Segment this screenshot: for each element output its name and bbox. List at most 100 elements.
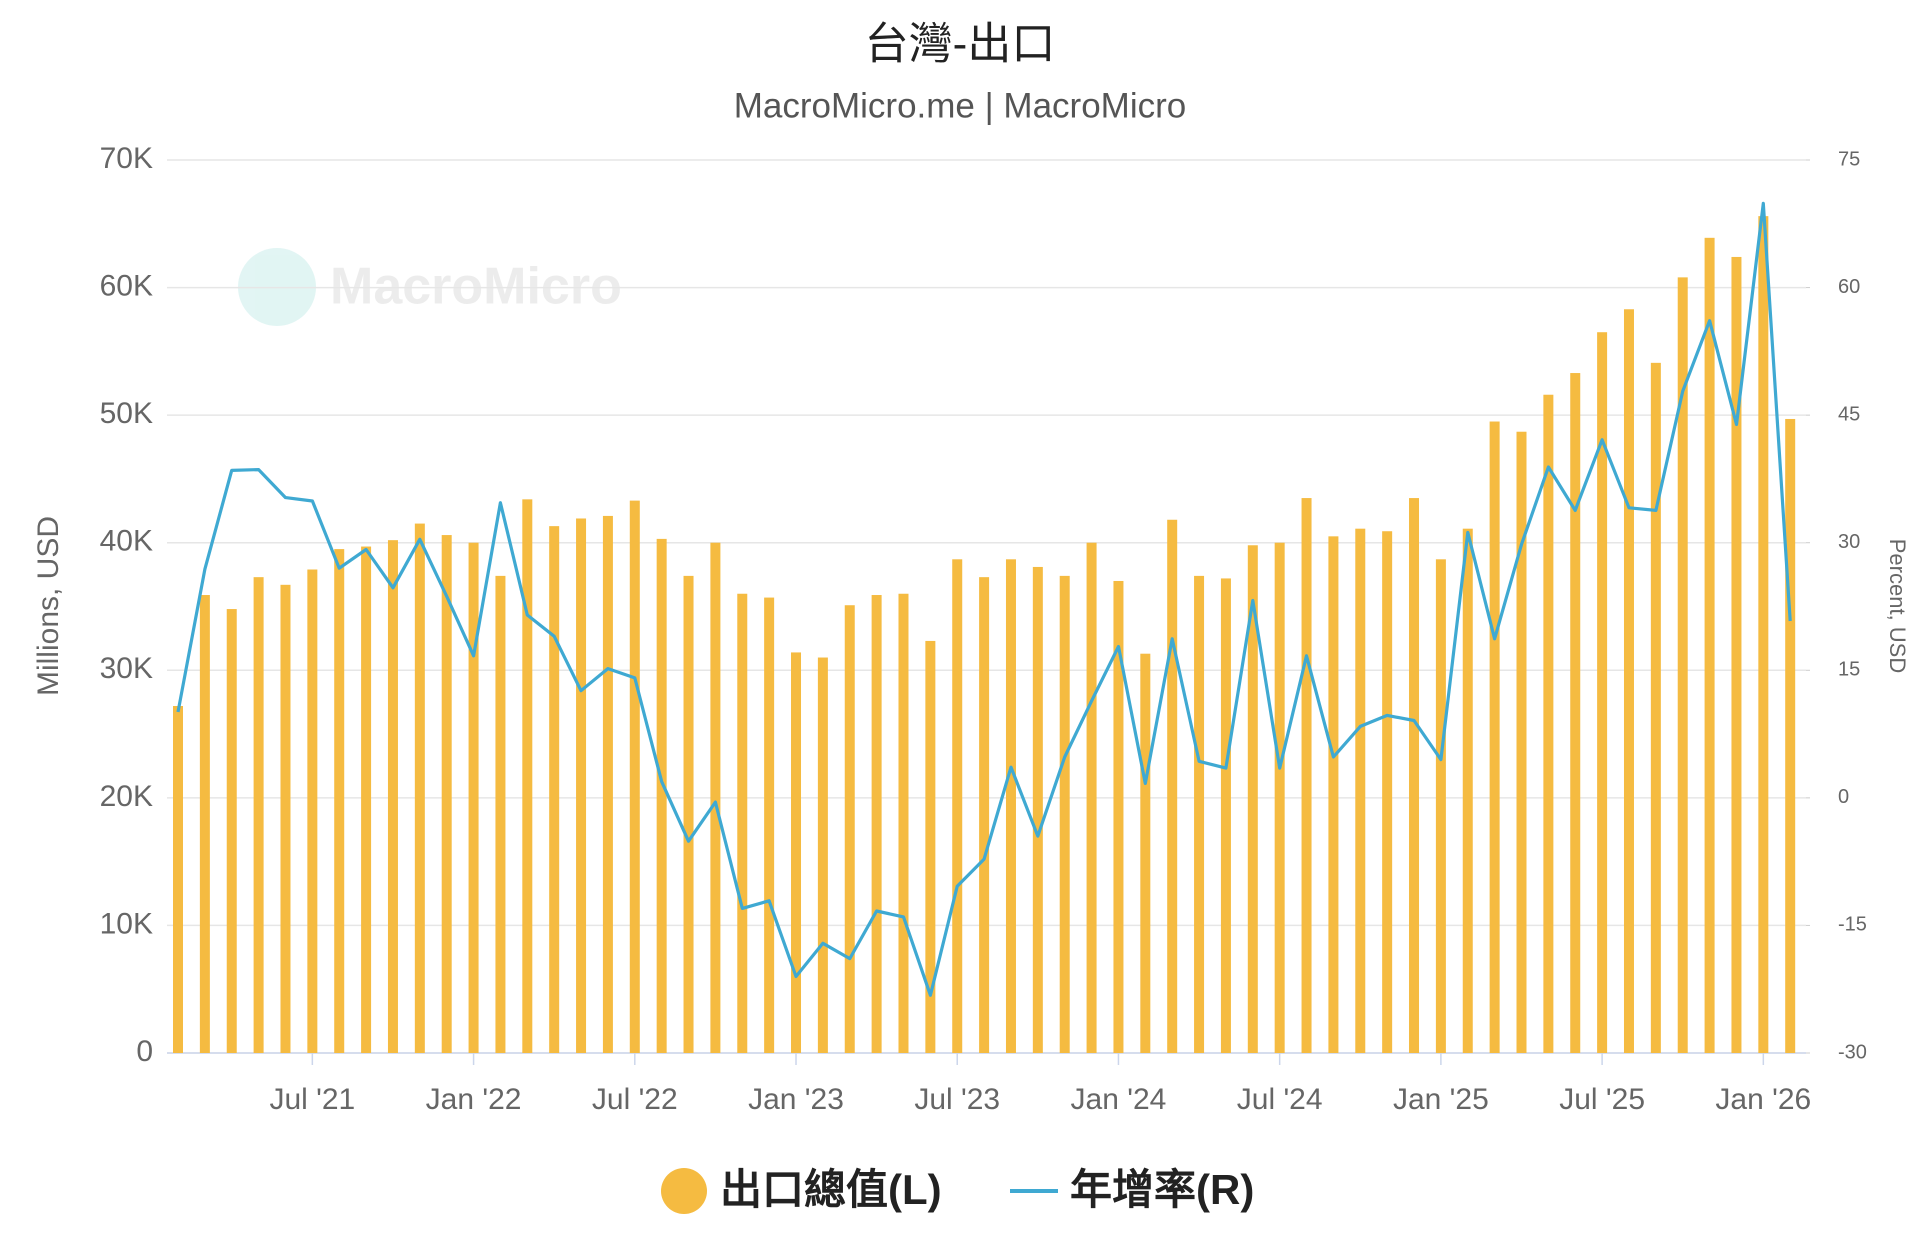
bar [1355, 528, 1366, 1053]
bar [361, 546, 372, 1053]
bar [1409, 498, 1420, 1053]
line [176, 201, 1792, 997]
bar [898, 593, 909, 1053]
chart-subtitle: MacroMicro.me | MacroMicro [734, 86, 1186, 125]
bar [979, 577, 990, 1053]
bar [495, 575, 506, 1053]
bar [1731, 256, 1742, 1053]
x-tick-label: Jul '23 [914, 1083, 1000, 1116]
y2-tick-label: -30 [1838, 1041, 1867, 1063]
y-tick-label: 20K [100, 780, 153, 813]
bar [1328, 536, 1339, 1053]
bar [253, 577, 264, 1053]
x-tick-label: Jan '26 [1715, 1083, 1811, 1116]
y-tick-label: 30K [100, 652, 153, 685]
y-tick-label: 70K [100, 142, 153, 175]
bar [817, 657, 828, 1053]
bar [1005, 559, 1016, 1053]
bar [1623, 309, 1634, 1054]
bar [764, 597, 775, 1053]
bar [1113, 580, 1124, 1053]
bar [1032, 566, 1043, 1053]
bar [522, 499, 533, 1054]
bar [1435, 559, 1446, 1053]
y-tick-label: 0 [136, 1035, 153, 1068]
bar [629, 500, 640, 1053]
bar [199, 595, 210, 1053]
bar [173, 706, 183, 1053]
bar [602, 515, 613, 1053]
bar [952, 559, 963, 1053]
bar [1167, 519, 1178, 1053]
bar [468, 542, 479, 1053]
bar [1140, 653, 1151, 1053]
bar [844, 605, 855, 1053]
y2-tick-label: 15 [1838, 659, 1860, 681]
x-tick-label: Jul '25 [1559, 1083, 1645, 1116]
y2-tick-label: 30 [1838, 531, 1860, 553]
y-tick-label: 40K [100, 525, 153, 558]
y2-tick-label: 45 [1838, 403, 1860, 425]
x-tick-label: Jan '23 [748, 1083, 844, 1116]
bar [1382, 531, 1393, 1053]
bar [791, 652, 802, 1053]
y-axis-title: Millions, USD [32, 516, 65, 696]
chart-title: 台灣-出口 [865, 20, 1056, 69]
y-tick-label: 10K [100, 907, 153, 940]
bar [1489, 421, 1500, 1053]
x-tick-label: Jan '24 [1071, 1083, 1167, 1116]
bar [710, 542, 721, 1053]
bar [656, 538, 667, 1053]
bar [1570, 373, 1581, 1053]
bar [1274, 542, 1285, 1053]
legend-marker [661, 1168, 707, 1214]
bar [1086, 542, 1097, 1053]
legend: 出口總值(L) 年增率(R) [661, 1166, 1254, 1214]
legend-label: 出口總值(L) [720, 1166, 942, 1213]
y2-tick-label: 75 [1838, 148, 1860, 170]
y2-axis-title: Percent, USD [1885, 539, 1910, 674]
bar [1247, 545, 1258, 1053]
bar [441, 535, 452, 1053]
bar [1301, 498, 1312, 1053]
bar [307, 569, 318, 1053]
legend-label: 年增率(R) [1070, 1166, 1254, 1213]
watermark: MacroMicro [238, 248, 622, 326]
bar [1543, 394, 1554, 1053]
bar [1462, 528, 1473, 1053]
bar [1597, 332, 1608, 1053]
bar [737, 593, 748, 1053]
y-tick-label: 60K [100, 269, 153, 302]
bar [1785, 418, 1796, 1054]
bar [334, 549, 345, 1053]
bar [1516, 431, 1527, 1053]
x-tick-label: Jul '21 [269, 1083, 355, 1116]
bar [226, 609, 237, 1053]
x-tick-label: Jul '22 [592, 1083, 678, 1116]
y2-tick-label: -15 [1838, 914, 1867, 936]
bar [1704, 237, 1715, 1053]
x-tick-label: Jan '22 [426, 1083, 522, 1116]
bar [1220, 578, 1231, 1053]
bar [414, 523, 425, 1053]
bar [1194, 575, 1205, 1053]
y-tick-label: 50K [100, 397, 153, 430]
x-tick-label: Jan '25 [1393, 1083, 1489, 1116]
y2-tick-label: 60 [1838, 276, 1860, 298]
bar [871, 595, 882, 1053]
bar [1677, 277, 1688, 1053]
watermark-text: MacroMicro [330, 258, 622, 316]
bar [1059, 575, 1070, 1053]
x-tick-label: Jul '24 [1237, 1083, 1323, 1116]
y2-tick-label: 0 [1838, 786, 1849, 808]
bar [549, 526, 560, 1053]
bar [576, 518, 587, 1053]
bar [1650, 362, 1661, 1053]
bar [280, 584, 291, 1053]
bar [387, 540, 398, 1053]
bar [1758, 216, 1769, 1054]
bar [925, 640, 936, 1053]
bar [683, 575, 694, 1053]
